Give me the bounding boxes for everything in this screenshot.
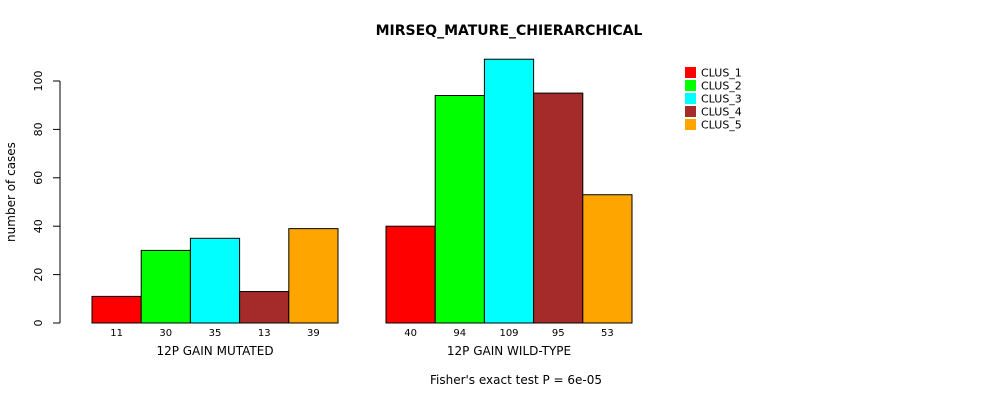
- legend-swatch: [685, 106, 696, 117]
- bar: [91, 295, 142, 324]
- bar-count-label: 95: [552, 328, 565, 339]
- y-tick-label: 20: [32, 268, 45, 282]
- bar: [582, 194, 633, 324]
- bar: [385, 225, 436, 324]
- bar-count-labels: 11 30 35 13 39 40 94 109 95 53: [110, 328, 614, 339]
- bar-count-label: 40: [404, 328, 417, 339]
- group-label-2: 12P GAIN WILD-TYPE: [447, 344, 571, 358]
- bar-count-label: 30: [159, 328, 172, 339]
- bar-count-label: 35: [209, 328, 222, 339]
- y-tick-label: 0: [32, 320, 45, 327]
- bar: [483, 58, 535, 324]
- bar: [189, 237, 241, 324]
- legend-label: CLUS_5: [701, 119, 742, 132]
- legend-label: CLUS_3: [701, 93, 742, 106]
- legend-label: CLUS_4: [701, 106, 742, 119]
- footnote: Fisher's exact test P = 6e-05: [430, 373, 602, 387]
- y-tick-label: 60: [32, 171, 45, 185]
- bar-count-label: 13: [258, 328, 271, 339]
- bar: [533, 92, 584, 324]
- bars: [91, 58, 633, 324]
- legend-swatch: [685, 67, 696, 78]
- y-tick-label: 100: [32, 71, 45, 92]
- bar-count-label: 109: [499, 328, 518, 339]
- y-axis: 0 20 40 60 80 100: [32, 71, 61, 327]
- bar: [239, 291, 290, 324]
- legend-swatch: [685, 119, 696, 130]
- group-label-1: 12P GAIN MUTATED: [156, 344, 273, 358]
- bar: [434, 95, 485, 324]
- bar-count-label: 39: [307, 328, 320, 339]
- legend-swatch: [685, 93, 696, 104]
- bar-count-label: 53: [601, 328, 614, 339]
- bar: [288, 228, 339, 324]
- y-tick-label: 40: [32, 219, 45, 233]
- legend-label: CLUS_2: [701, 80, 742, 93]
- y-axis-label: number of cases: [4, 142, 18, 242]
- legend-swatch: [685, 80, 696, 91]
- bar: [140, 249, 191, 324]
- y-tick-label: 80: [32, 122, 45, 136]
- bar-count-label: 94: [453, 328, 466, 339]
- bar-count-label: 11: [110, 328, 123, 339]
- chart-title: MIRSEQ_MATURE_CHIERARCHICAL: [376, 23, 643, 39]
- legend-label: CLUS_1: [701, 67, 742, 80]
